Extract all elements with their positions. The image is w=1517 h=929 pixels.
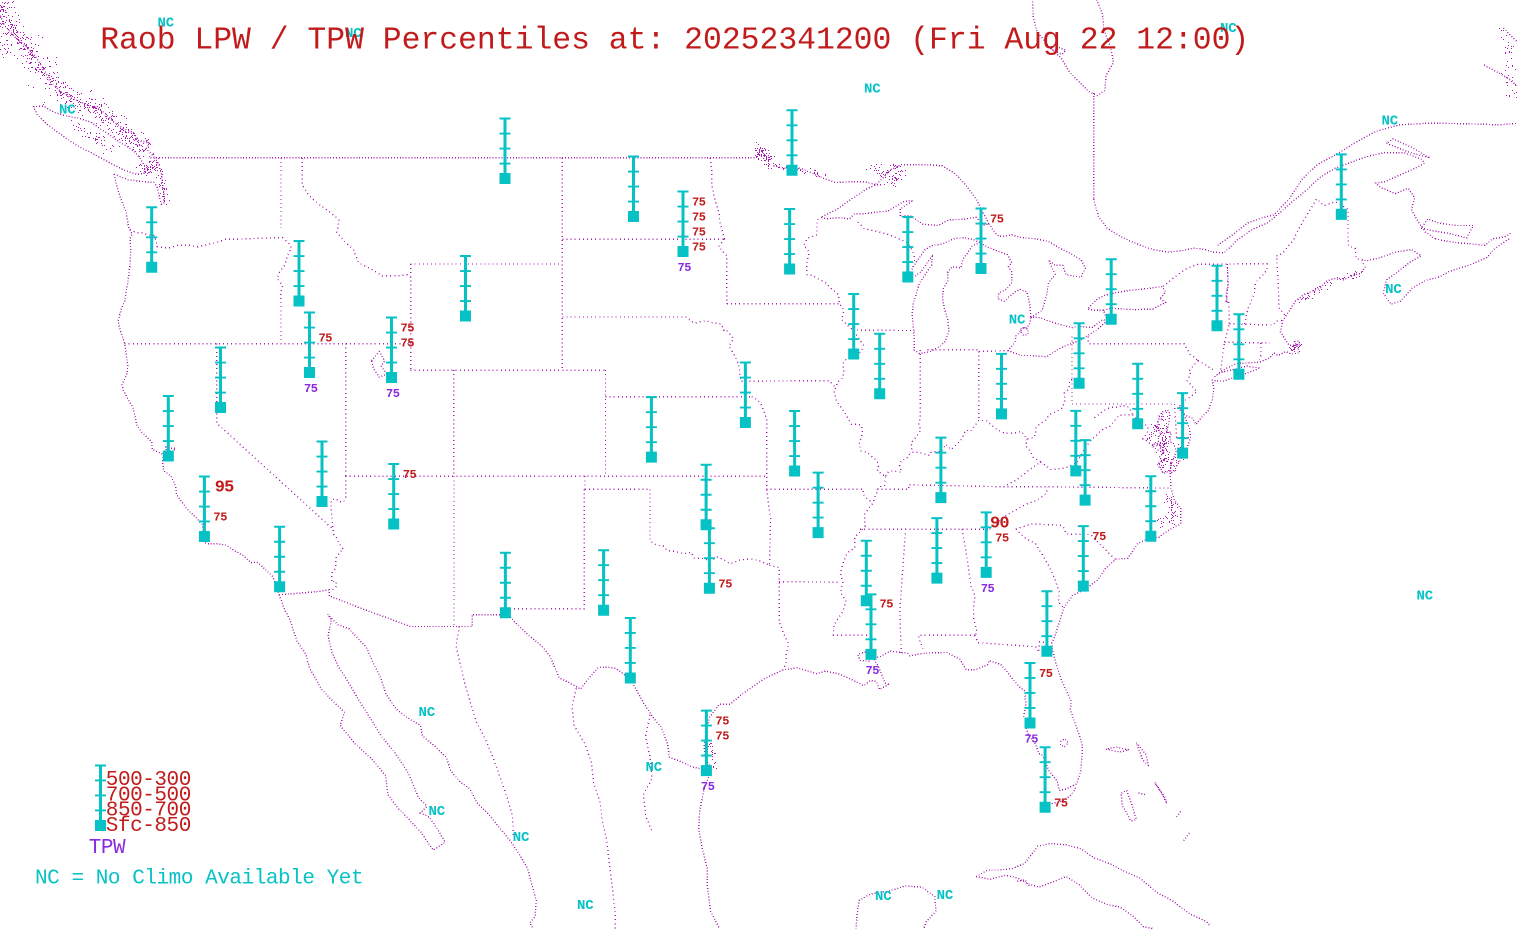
svg-text:NC: NC	[1382, 114, 1399, 130]
svg-text:75: 75	[866, 664, 880, 678]
svg-text:Raob LPW / TPW Percentiles at:: Raob LPW / TPW Percentiles at: 202523412…	[100, 24, 1249, 59]
svg-text:NC: NC	[345, 26, 362, 42]
svg-text:95: 95	[215, 479, 234, 498]
svg-text:75: 75	[1054, 796, 1068, 810]
svg-text:75: 75	[995, 532, 1009, 546]
svg-text:75: 75	[403, 468, 417, 482]
svg-text:75: 75	[718, 577, 732, 591]
svg-text:75: 75	[304, 382, 318, 396]
svg-text:NC: NC	[59, 103, 76, 119]
svg-text:90: 90	[990, 514, 1009, 533]
svg-text:75: 75	[692, 211, 706, 225]
svg-text:NC: NC	[937, 888, 954, 904]
svg-text:75: 75	[701, 780, 715, 794]
svg-text:NC: NC	[513, 830, 530, 846]
svg-text:75: 75	[678, 261, 692, 275]
svg-text:NC: NC	[1385, 282, 1402, 298]
svg-text:75: 75	[401, 337, 415, 351]
svg-text:75: 75	[386, 387, 400, 401]
svg-text:700-500: 700-500	[106, 784, 191, 807]
svg-text:TPW: TPW	[89, 837, 126, 860]
svg-text:75: 75	[990, 213, 1004, 227]
svg-text:75: 75	[1092, 530, 1106, 544]
svg-text:NC: NC	[429, 804, 446, 820]
svg-text:75: 75	[715, 715, 729, 729]
svg-text:NC: NC	[158, 16, 175, 32]
svg-text:75: 75	[692, 241, 706, 255]
svg-text:NC: NC	[1417, 589, 1434, 605]
svg-text:75: 75	[1039, 667, 1053, 681]
svg-text:NC = No Climo Available Yet: NC = No Climo Available Yet	[35, 868, 363, 891]
svg-text:NC: NC	[577, 898, 594, 914]
svg-text:Sfc-850: Sfc-850	[106, 815, 191, 838]
svg-text:75: 75	[981, 582, 995, 596]
svg-text:NC: NC	[646, 760, 663, 776]
svg-text:NC: NC	[1220, 21, 1237, 37]
svg-text:NC: NC	[875, 889, 892, 905]
svg-text:NC: NC	[1009, 313, 1026, 329]
svg-text:75: 75	[213, 511, 227, 525]
svg-text:75: 75	[715, 730, 729, 744]
svg-text:75: 75	[401, 322, 415, 336]
svg-text:500-300: 500-300	[106, 769, 191, 792]
svg-text:75: 75	[319, 332, 333, 346]
svg-text:850-700: 850-700	[106, 800, 191, 823]
svg-text:75: 75	[880, 598, 894, 612]
svg-text:NC: NC	[419, 705, 436, 721]
svg-text:75: 75	[1025, 733, 1039, 747]
svg-text:75: 75	[692, 226, 706, 240]
svg-text:NC: NC	[864, 82, 881, 98]
svg-text:75: 75	[692, 196, 706, 210]
